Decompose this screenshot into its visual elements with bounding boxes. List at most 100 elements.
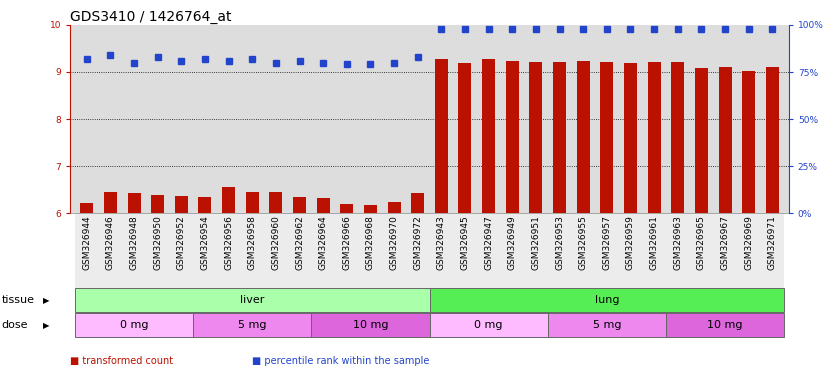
Bar xyxy=(264,213,287,288)
Text: GSM326967: GSM326967 xyxy=(720,215,729,270)
Text: GSM326955: GSM326955 xyxy=(579,215,587,270)
Bar xyxy=(666,313,784,338)
Bar xyxy=(382,213,406,288)
Bar xyxy=(293,197,306,213)
Bar xyxy=(430,313,548,338)
Bar xyxy=(430,288,784,313)
Bar xyxy=(75,213,98,288)
Bar xyxy=(434,59,448,213)
Text: GSM326966: GSM326966 xyxy=(342,215,351,270)
Text: GSM326963: GSM326963 xyxy=(673,215,682,270)
Bar xyxy=(198,197,211,213)
Bar xyxy=(719,67,732,213)
Bar xyxy=(340,204,354,213)
Text: GDS3410 / 1426764_at: GDS3410 / 1426764_at xyxy=(70,10,232,23)
Text: 5 mg: 5 mg xyxy=(592,320,621,331)
Bar xyxy=(98,213,122,288)
Bar xyxy=(695,68,708,213)
Text: GSM326957: GSM326957 xyxy=(602,215,611,270)
Text: GSM326943: GSM326943 xyxy=(437,215,446,270)
Bar xyxy=(666,213,690,288)
Bar xyxy=(245,192,259,213)
Text: GSM326952: GSM326952 xyxy=(177,215,186,270)
Text: GSM326948: GSM326948 xyxy=(130,215,139,270)
Text: GSM326964: GSM326964 xyxy=(319,215,328,270)
Text: GSM326965: GSM326965 xyxy=(697,215,706,270)
Text: GSM326970: GSM326970 xyxy=(390,215,399,270)
Text: GSM326951: GSM326951 xyxy=(531,215,540,270)
Text: ■ percentile rank within the sample: ■ percentile rank within the sample xyxy=(252,356,430,366)
Bar xyxy=(524,213,548,288)
Bar xyxy=(506,61,519,213)
Text: lung: lung xyxy=(595,295,619,306)
Bar xyxy=(766,67,779,213)
Bar xyxy=(672,62,684,213)
Bar xyxy=(601,62,614,213)
Text: 5 mg: 5 mg xyxy=(238,320,267,331)
Text: GSM326958: GSM326958 xyxy=(248,215,257,270)
Bar xyxy=(240,213,264,288)
Bar xyxy=(737,213,761,288)
Bar xyxy=(648,62,661,213)
Bar xyxy=(548,213,572,288)
Text: liver: liver xyxy=(240,295,264,306)
Text: GSM326946: GSM326946 xyxy=(106,215,115,270)
Bar xyxy=(193,313,311,338)
Bar xyxy=(151,195,164,213)
Bar xyxy=(387,202,401,213)
Bar xyxy=(75,313,193,338)
Bar xyxy=(193,213,216,288)
Bar xyxy=(477,213,501,288)
Bar xyxy=(742,71,755,213)
Text: GSM326944: GSM326944 xyxy=(83,215,91,270)
Text: GSM326947: GSM326947 xyxy=(484,215,493,270)
Bar xyxy=(80,203,93,213)
Text: GSM326959: GSM326959 xyxy=(626,215,635,270)
Bar xyxy=(122,213,146,288)
Bar xyxy=(104,192,117,213)
Text: GSM326961: GSM326961 xyxy=(649,215,658,270)
Text: ▶: ▶ xyxy=(43,321,50,330)
Text: GSM326968: GSM326968 xyxy=(366,215,375,270)
Text: 10 mg: 10 mg xyxy=(353,320,388,331)
Text: GSM326949: GSM326949 xyxy=(508,215,517,270)
Bar xyxy=(316,198,330,213)
Bar xyxy=(169,213,193,288)
Bar xyxy=(501,213,524,288)
Bar xyxy=(453,213,477,288)
Text: tissue: tissue xyxy=(2,295,35,306)
Bar xyxy=(548,313,666,338)
Bar xyxy=(311,313,430,338)
Bar xyxy=(595,213,619,288)
Bar xyxy=(482,59,495,213)
Bar xyxy=(430,213,453,288)
Bar xyxy=(572,213,595,288)
Bar xyxy=(311,213,335,288)
Text: GSM326953: GSM326953 xyxy=(555,215,564,270)
Text: 10 mg: 10 mg xyxy=(707,320,743,331)
Text: GSM326971: GSM326971 xyxy=(768,215,776,270)
Text: 0 mg: 0 mg xyxy=(474,320,503,331)
Text: 0 mg: 0 mg xyxy=(120,320,149,331)
Bar xyxy=(529,62,543,213)
Text: GSM326972: GSM326972 xyxy=(413,215,422,270)
Bar xyxy=(458,63,472,213)
Text: GSM326954: GSM326954 xyxy=(201,215,210,270)
Bar xyxy=(175,196,188,213)
Bar xyxy=(761,213,784,288)
Text: GSM326969: GSM326969 xyxy=(744,215,753,270)
Bar xyxy=(287,213,311,288)
Text: GSM326945: GSM326945 xyxy=(460,215,469,270)
Bar xyxy=(127,193,140,213)
Bar xyxy=(643,213,666,288)
Bar xyxy=(553,62,566,213)
Bar xyxy=(713,213,737,288)
Text: GSM326960: GSM326960 xyxy=(272,215,280,270)
Bar xyxy=(335,213,358,288)
Bar xyxy=(411,194,425,213)
Bar xyxy=(364,205,377,213)
Bar xyxy=(624,63,637,213)
Text: GSM326962: GSM326962 xyxy=(295,215,304,270)
Bar xyxy=(577,61,590,213)
Bar xyxy=(406,213,430,288)
